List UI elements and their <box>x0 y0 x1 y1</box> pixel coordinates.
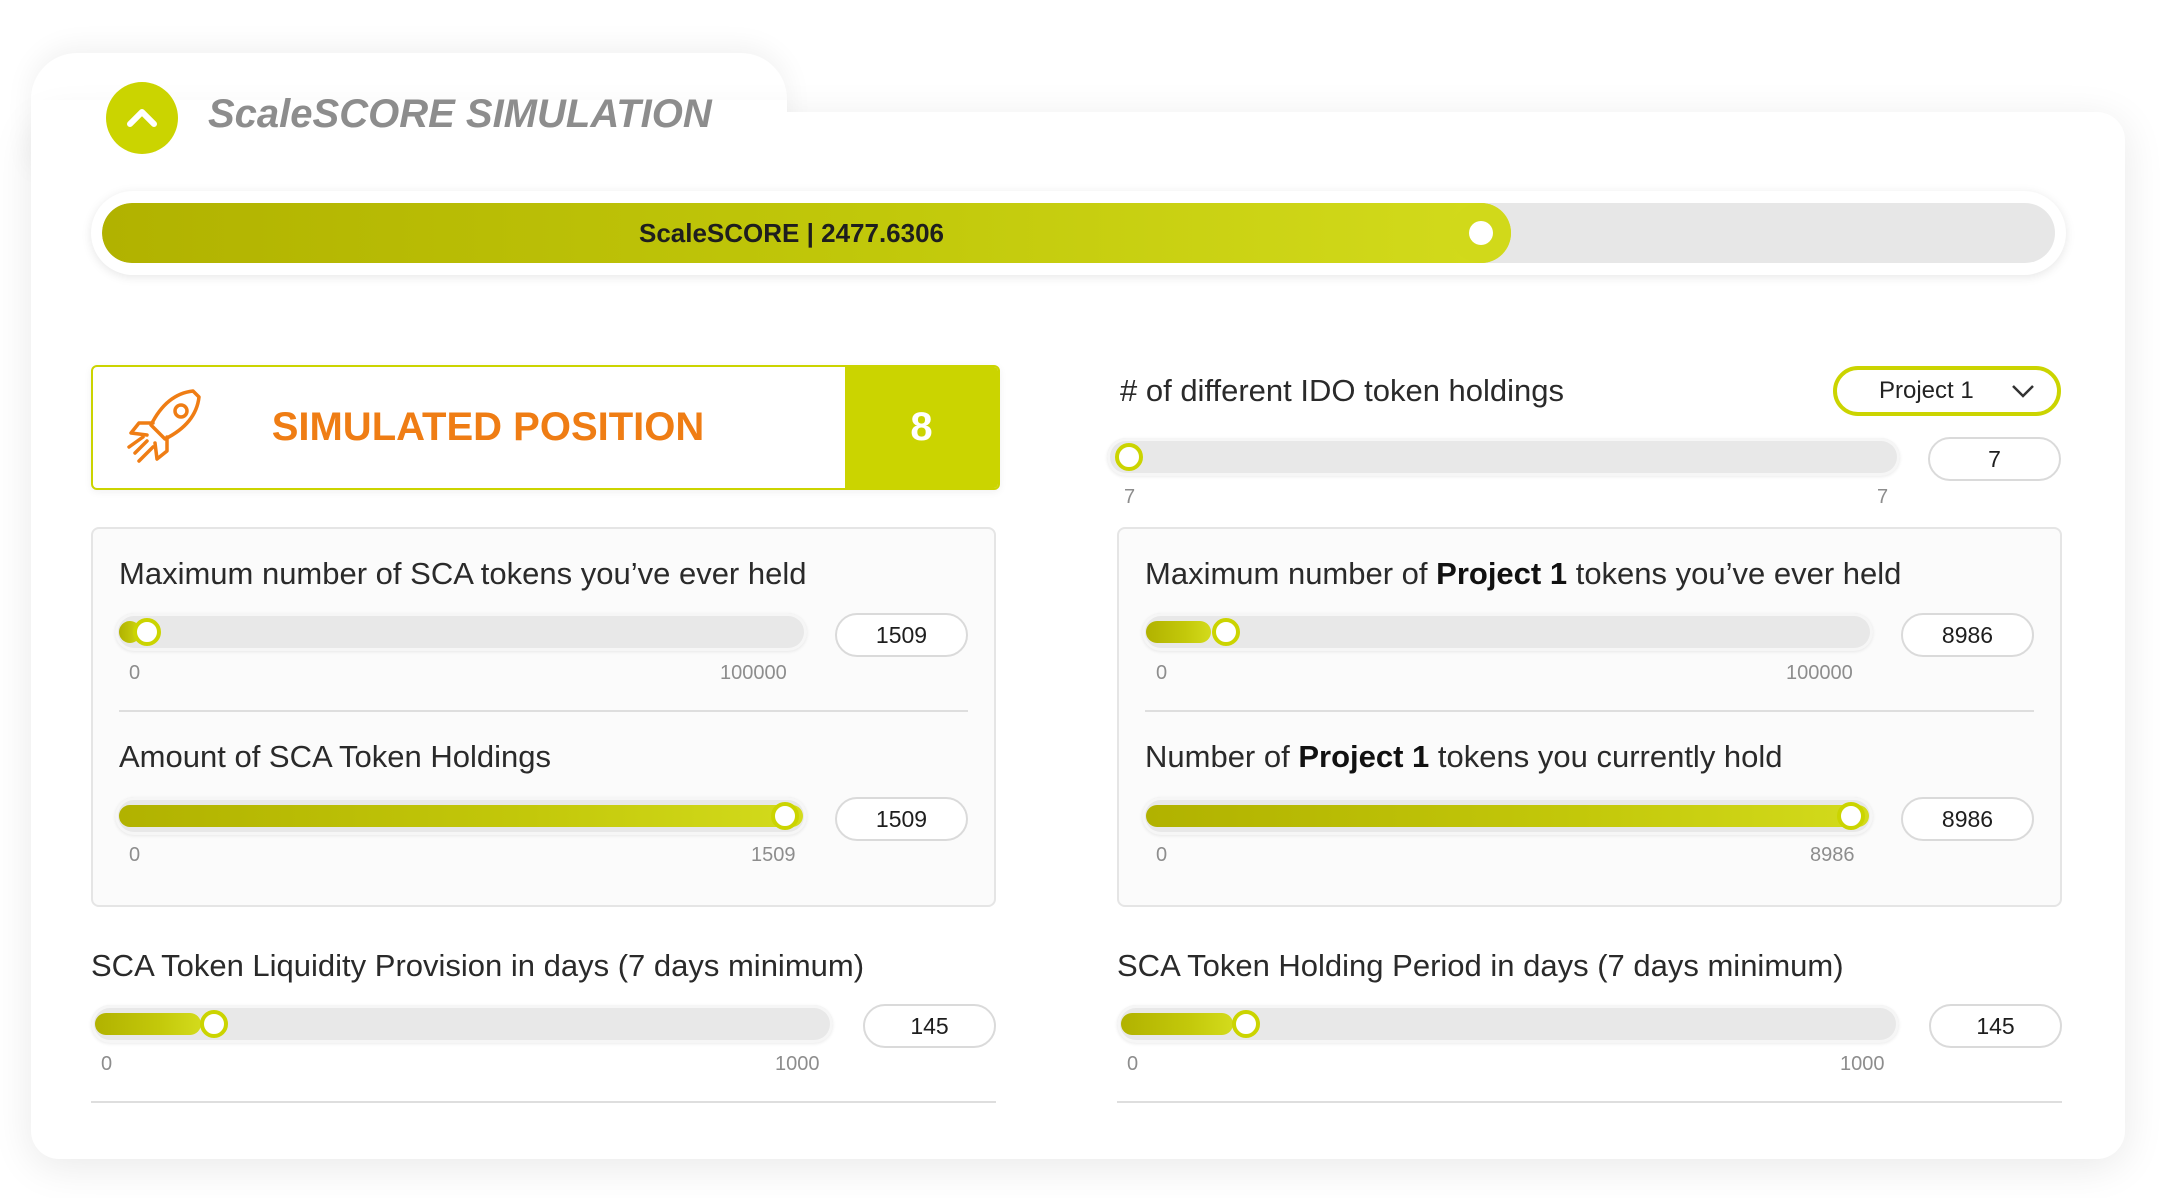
liquidity-value[interactable]: 145 <box>863 1004 996 1048</box>
simulated-position-label: SIMULATED POSITION <box>271 405 705 449</box>
scalescore-fill <box>102 203 1511 263</box>
sca-amount-max: 1509 <box>751 844 796 866</box>
holding-period-value[interactable]: 145 <box>1929 1004 2062 1048</box>
divider <box>1145 710 2034 712</box>
project-current-slider[interactable] <box>1142 797 1873 835</box>
sca-max-slider[interactable] <box>115 613 807 651</box>
divider <box>119 710 968 712</box>
liquidity-max: 1000 <box>775 1053 820 1075</box>
holding-period-slider[interactable] <box>1117 1005 1899 1043</box>
simulated-position-card: SIMULATED POSITION 8 <box>91 365 1000 490</box>
sca-max-label: Maximum number of SCA tokens you’ve ever… <box>119 556 807 591</box>
liquidity-knob[interactable] <box>200 1010 229 1038</box>
project-current-knob[interactable] <box>1837 802 1865 830</box>
chevron-up-icon <box>127 109 157 127</box>
project-current-min: 0 <box>1156 844 1168 866</box>
holding-period-min: 0 <box>1127 1053 1139 1075</box>
scalescore-label: ScaleSCORE | 2477.6306 <box>638 218 945 248</box>
sca-amount-knob[interactable] <box>771 802 799 830</box>
sca-max-knob[interactable] <box>132 618 161 646</box>
sca-amount-value[interactable]: 1509 <box>835 797 968 841</box>
ido-holdings-slider[interactable] <box>1107 438 1900 476</box>
project-max-max: 100000 <box>1786 662 1853 684</box>
project-max-knob[interactable] <box>1211 618 1240 646</box>
sca-panel <box>91 527 996 907</box>
sca-amount-slider[interactable] <box>115 797 807 835</box>
liquidity-label: SCA Token Liquidity Provision in days (7… <box>91 948 865 983</box>
project-current-label: Number of Project 1 tokens you currently… <box>1145 739 1783 774</box>
project-dropdown[interactable]: Project 1 <box>1833 366 2061 416</box>
project-max-min: 0 <box>1156 662 1168 684</box>
divider <box>91 1101 996 1103</box>
project-panel <box>1117 527 2062 907</box>
holding-period-max: 1000 <box>1840 1053 1885 1075</box>
scalescore-bar: ScaleSCORE | 2477.6306 <box>91 191 2066 275</box>
ido-holdings-value[interactable]: 7 <box>1928 437 2061 481</box>
holding-period-label: SCA Token Holding Period in days (7 days… <box>1117 948 1844 983</box>
project-dropdown-value: Project 1 <box>1879 377 1974 404</box>
project-current-max: 8986 <box>1810 844 1855 866</box>
project-max-slider[interactable] <box>1142 613 1873 651</box>
project-max-value[interactable]: 8986 <box>1901 613 2034 657</box>
divider <box>1117 1101 2062 1103</box>
collapse-button[interactable] <box>106 82 178 154</box>
project-current-value[interactable]: 8986 <box>1901 797 2034 841</box>
sca-max-max: 100000 <box>720 662 787 684</box>
simulated-position-value: 8 <box>845 367 998 488</box>
scalescore-knob[interactable] <box>1451 203 1511 263</box>
sca-max-min: 0 <box>129 662 141 684</box>
chevron-down-icon <box>2012 385 2034 398</box>
ido-holdings-knob[interactable] <box>1115 443 1143 471</box>
rocket-icon <box>123 385 213 476</box>
liquidity-min: 0 <box>101 1053 113 1075</box>
liquidity-slider[interactable] <box>91 1005 833 1043</box>
ido-holdings-label: # of different IDO token holdings <box>1120 373 1565 408</box>
ido-holdings-min: 7 <box>1124 486 1136 508</box>
page-title: ScaleSCORE SIMULATION <box>208 92 712 136</box>
sca-amount-label: Amount of SCA Token Holdings <box>119 739 551 774</box>
holding-period-knob[interactable] <box>1232 1010 1260 1038</box>
sca-max-value[interactable]: 1509 <box>835 613 968 657</box>
project-max-label: Maximum number of Project 1 tokens you’v… <box>1145 556 1902 591</box>
sca-amount-min: 0 <box>129 844 141 866</box>
ido-holdings-max: 7 <box>1877 486 1889 508</box>
